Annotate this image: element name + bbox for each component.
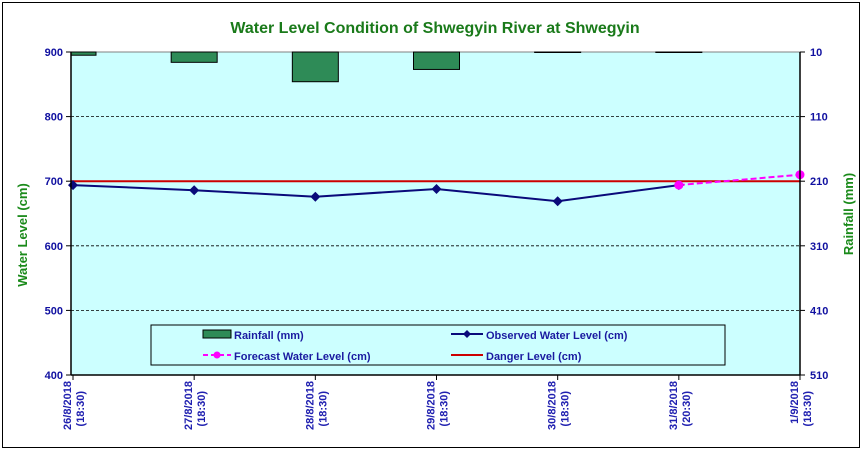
y-tick-label: 400 xyxy=(45,370,63,382)
axes: 400 500 600 700 800 900 10 110 210 310 410 510 26/8/… xyxy=(45,47,829,430)
observed-point xyxy=(189,185,200,196)
x-tick-time: (18:30) xyxy=(75,391,87,427)
chart: Water Level Condition of Shwegyin River … xyxy=(15,20,856,430)
x-tick-label: 26/8/2018 (18:30) xyxy=(62,381,87,430)
legend-forecast-marker xyxy=(213,351,221,359)
x-tick-date: 29/8/2018 xyxy=(426,381,438,430)
x-tick-date: 1/9/2018 xyxy=(789,381,801,424)
x-tick-time: (18:30) xyxy=(439,391,451,427)
chart-title: Water Level Condition of Shwegyin River … xyxy=(230,20,639,37)
legend-observed-marker xyxy=(463,330,471,338)
observed-point xyxy=(310,191,321,202)
y2-tick-label: 110 xyxy=(810,112,828,124)
y2-axis-label: Rainfall (mm) xyxy=(841,173,856,255)
plot-background xyxy=(71,52,800,375)
rainfall-bar xyxy=(413,51,460,70)
x-tick-label: 27/8/2018 (18:30) xyxy=(183,381,208,430)
y-tick-label: 500 xyxy=(45,305,63,317)
y2-tick-label: 10 xyxy=(810,47,822,59)
observed-point xyxy=(552,196,563,207)
legend: Rainfall (mm) Observed Water Level (cm) Fo… xyxy=(150,324,726,366)
legend-box xyxy=(150,324,726,366)
x-tick-label: 29/8/2018 (18:30) xyxy=(426,381,451,430)
rainfall-bar xyxy=(70,51,97,56)
x-tick-label: 1/9/2018 (18:30) xyxy=(789,381,814,426)
x-tick-date: 27/8/2018 xyxy=(183,381,195,430)
x-tick-date: 26/8/2018 xyxy=(62,381,74,430)
y-tick-label: 800 xyxy=(45,112,63,124)
forecast-water-level-line xyxy=(678,173,801,187)
legend-danger-label: Danger Level (cm) xyxy=(486,351,582,363)
legend-rainfall-swatch xyxy=(202,329,232,339)
legend-observed-label: Observed Water Level (cm) xyxy=(486,330,628,342)
y-tick-label: 700 xyxy=(45,176,63,188)
x-tick-time: (18:30) xyxy=(802,391,814,427)
x-tick-label: 30/8/2018 (18:30) xyxy=(547,381,572,430)
observed-water-level-line xyxy=(72,184,679,203)
x-tick-label: 28/8/2018 (18:30) xyxy=(304,381,329,430)
x-tick-date: 30/8/2018 xyxy=(547,381,559,430)
x-tick-date: 31/8/2018 xyxy=(668,381,680,430)
plot-area xyxy=(68,51,805,375)
y2-tick-label: 210 xyxy=(810,176,828,188)
x-tick-time: (18:30) xyxy=(560,391,572,427)
legend-rainfall-label: Rainfall (mm) xyxy=(234,330,304,342)
legend-forecast-label: Forecast Water Level (cm) xyxy=(234,351,371,363)
y-axis-label: Water Level (cm) xyxy=(15,183,30,287)
y2-tick-label: 310 xyxy=(810,241,828,253)
x-tick-time: (20:30) xyxy=(681,391,693,427)
rainfall-bar xyxy=(655,51,703,53)
x-tick-date: 28/8/2018 xyxy=(304,381,316,430)
x-tick-time: (18:30) xyxy=(196,391,208,427)
chart-frame: Water Level Condition of Shwegyin River … xyxy=(2,2,860,448)
rainfall-bar xyxy=(291,51,339,83)
observed-point xyxy=(431,183,442,194)
y2-tick-label: 510 xyxy=(810,370,828,382)
y-tick-label: 900 xyxy=(45,47,63,59)
rainfall-bar xyxy=(534,51,582,53)
y2-tick-label: 410 xyxy=(810,305,828,317)
forecast-point xyxy=(674,180,684,190)
x-tick-time: (18:30) xyxy=(317,391,329,427)
y-tick-label: 600 xyxy=(45,241,63,253)
x-tick-label: 31/8/2018 (20:30) xyxy=(668,381,693,430)
rainfall-bar xyxy=(170,51,218,63)
